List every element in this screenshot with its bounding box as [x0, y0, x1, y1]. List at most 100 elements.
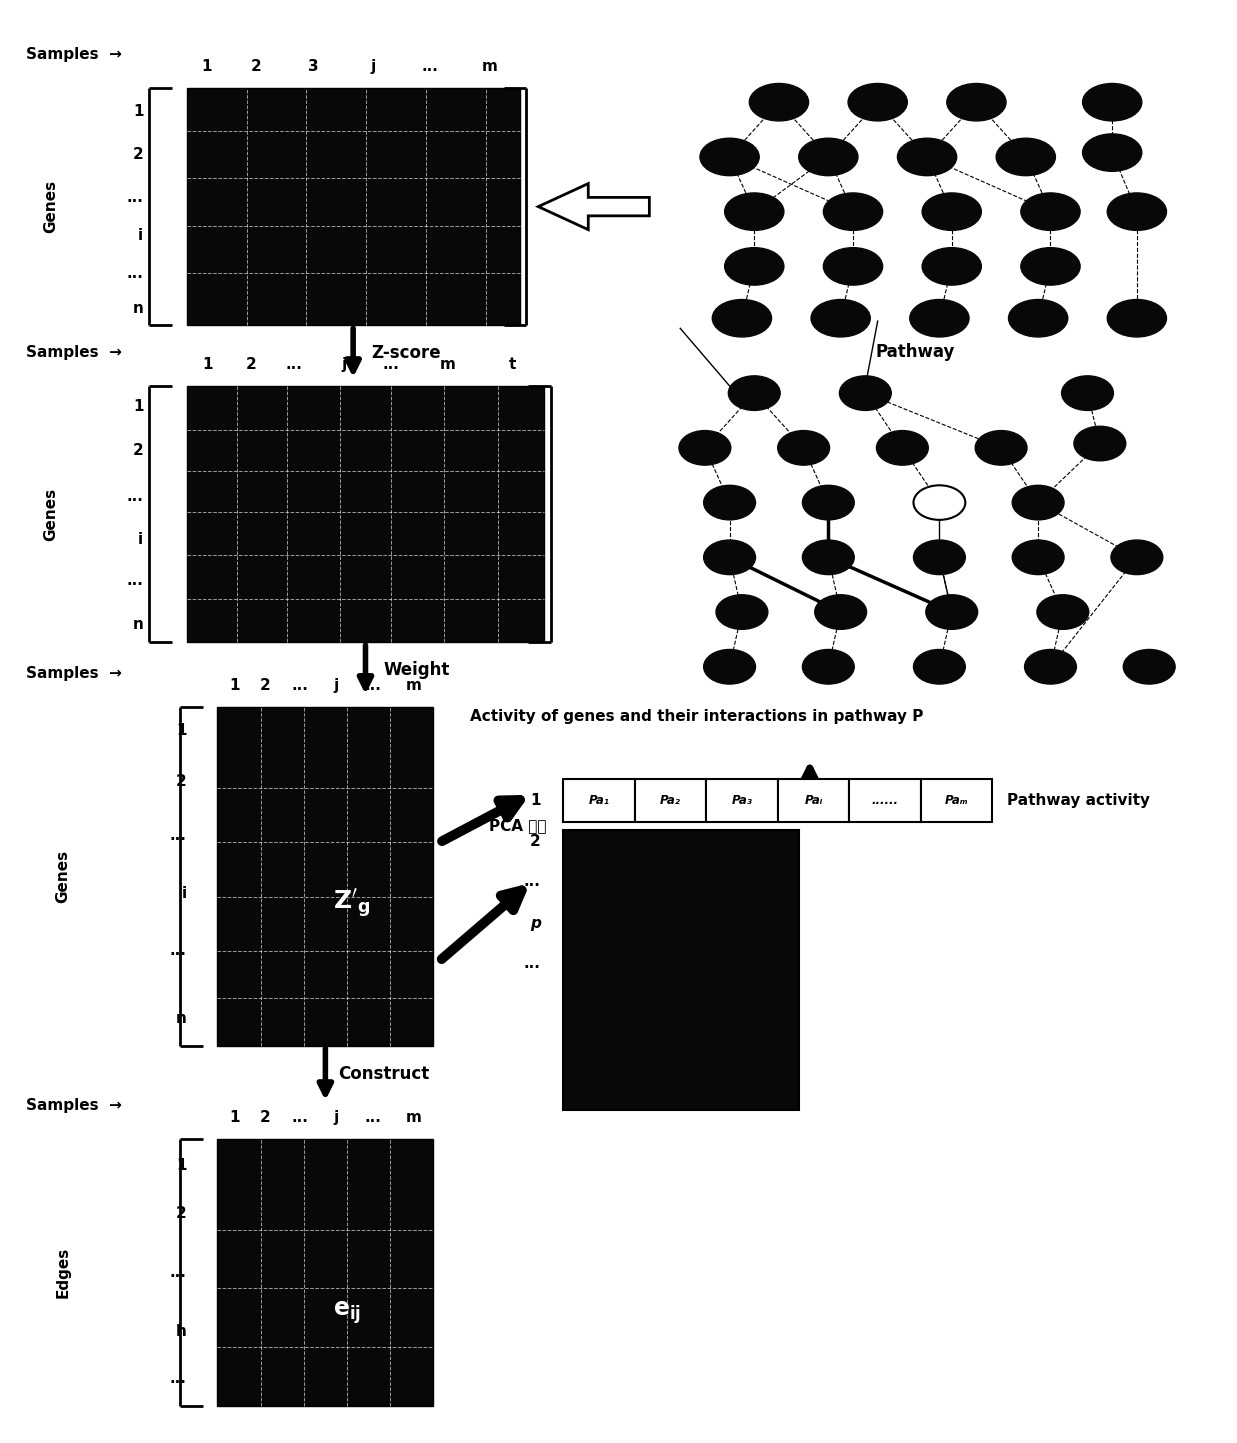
Text: ...: ... [523, 955, 541, 971]
Bar [778, 779, 850, 823]
Bar [218, 1139, 433, 1405]
Ellipse shape [1082, 134, 1142, 172]
Text: Genes: Genes [43, 180, 58, 234]
Ellipse shape [1107, 193, 1166, 231]
Text: 1: 1 [176, 723, 187, 739]
Bar [563, 830, 799, 1110]
Text: ...: ... [169, 828, 187, 843]
Text: ...: ... [286, 356, 302, 372]
Ellipse shape [849, 84, 907, 121]
Ellipse shape [1024, 649, 1076, 684]
Text: 2: 2 [260, 1110, 270, 1126]
Text: 2: 2 [132, 147, 143, 162]
Text: ...: ... [422, 59, 438, 74]
Text: Pathway activity: Pathway activity [1007, 794, 1150, 808]
Text: 1: 1 [176, 1159, 187, 1173]
Ellipse shape [725, 248, 784, 286]
Text: 1: 1 [132, 104, 143, 120]
Ellipse shape [925, 595, 977, 629]
Text: ...: ... [291, 678, 308, 693]
Ellipse shape [716, 595, 768, 629]
Text: Construct: Construct [338, 1065, 429, 1084]
Text: m: m [440, 356, 455, 372]
Text: Paₘ: Paₘ [945, 794, 969, 807]
Bar [635, 779, 706, 823]
Text: ...: ... [169, 1266, 187, 1280]
Ellipse shape [1021, 248, 1080, 286]
Ellipse shape [946, 84, 1006, 121]
Text: Pa₃: Pa₃ [731, 794, 752, 807]
Text: j: j [371, 59, 376, 74]
Text: 2: 2 [132, 443, 143, 457]
Ellipse shape [799, 139, 858, 176]
Text: Z-score: Z-score [371, 343, 442, 362]
Ellipse shape [1107, 300, 1166, 338]
Ellipse shape [729, 375, 781, 410]
Text: p: p [529, 916, 541, 931]
Ellipse shape [778, 430, 830, 465]
Text: 2: 2 [251, 59, 262, 74]
Text: i: i [182, 886, 187, 900]
Ellipse shape [1111, 540, 1163, 574]
Bar [187, 385, 544, 642]
Text: n: n [176, 1012, 187, 1026]
Text: ...: ... [169, 944, 187, 958]
Bar [187, 88, 520, 326]
Bar [920, 779, 992, 823]
Ellipse shape [803, 485, 855, 519]
Ellipse shape [811, 300, 871, 338]
Text: 1: 1 [203, 356, 213, 372]
Text: Pa₂: Pa₂ [659, 794, 680, 807]
Text: Samples  →: Samples → [26, 667, 122, 681]
Ellipse shape [1021, 193, 1080, 231]
Ellipse shape [704, 540, 756, 574]
Text: 2: 2 [176, 1206, 187, 1221]
Text: Edges: Edges [56, 1247, 71, 1299]
Text: 1: 1 [229, 678, 240, 693]
Text: $\mathbf{e_{ij}}$: $\mathbf{e_{ij}}$ [333, 1299, 361, 1326]
Text: ...: ... [523, 874, 541, 889]
Ellipse shape [803, 540, 855, 574]
Ellipse shape [824, 193, 883, 231]
Ellipse shape [1008, 300, 1068, 338]
Text: ...: ... [126, 189, 143, 205]
Text: 2: 2 [260, 678, 270, 693]
Ellipse shape [1082, 84, 1142, 121]
Polygon shape [538, 183, 649, 229]
Bar [218, 707, 433, 1046]
Text: j: j [334, 1110, 339, 1126]
Ellipse shape [713, 300, 772, 338]
Ellipse shape [824, 248, 883, 286]
Text: ...: ... [126, 489, 143, 504]
Ellipse shape [1037, 595, 1089, 629]
Bar [706, 779, 778, 823]
Text: Genes: Genes [43, 488, 58, 541]
Ellipse shape [1123, 649, 1175, 684]
Ellipse shape [704, 485, 756, 519]
Text: ...: ... [291, 1110, 308, 1126]
Text: j: j [341, 356, 346, 372]
Ellipse shape [750, 84, 809, 121]
Text: 1: 1 [202, 59, 212, 74]
Text: m: m [482, 59, 497, 74]
Text: Samples  →: Samples → [26, 48, 122, 62]
Text: i: i [139, 532, 143, 547]
Text: 2: 2 [529, 834, 541, 848]
Text: Paᵢ: Paᵢ [804, 794, 823, 807]
Ellipse shape [1061, 375, 1113, 410]
Ellipse shape [725, 193, 784, 231]
Bar [563, 779, 635, 823]
Text: PCA 分析: PCA 分析 [489, 818, 547, 833]
Text: ...: ... [365, 1110, 381, 1126]
Text: ...: ... [382, 356, 400, 372]
Text: 3: 3 [308, 59, 318, 74]
Ellipse shape [700, 139, 760, 176]
Ellipse shape [909, 300, 969, 338]
Text: n: n [132, 616, 143, 632]
Ellipse shape [922, 193, 981, 231]
Text: ...: ... [365, 678, 381, 693]
Text: Pa₁: Pa₁ [589, 794, 609, 807]
Ellipse shape [1012, 540, 1064, 574]
Text: 2: 2 [176, 773, 187, 789]
Text: 1: 1 [531, 794, 541, 808]
